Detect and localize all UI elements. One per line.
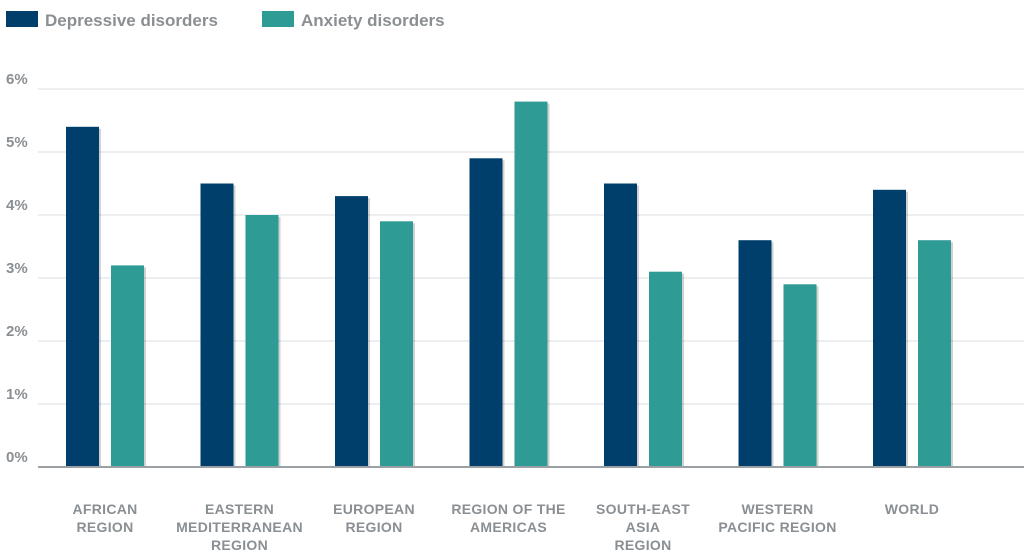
x-category-label: AFRICAN REGION: [72, 501, 137, 535]
bar-depressive: [604, 183, 637, 467]
bar-anxiety: [111, 265, 144, 467]
legend-label-anxiety: Anxiety disorders: [301, 11, 445, 30]
x-category-label: REGION OF THE AMERICAS: [451, 501, 565, 535]
bar-depressive: [469, 158, 503, 468]
bar-depressive: [873, 189, 906, 468]
x-category-label: EUROPEAN REGION: [333, 501, 415, 535]
y-tick-label: 6%: [6, 71, 28, 88]
legend-label-depressive: Depressive disorders: [45, 11, 218, 30]
x-category-label: EASTERN MEDITERRANEAN REGION: [176, 501, 303, 553]
x-category-label: WESTERN PACIFIC REGION: [718, 501, 836, 535]
bar-anxiety: [514, 101, 548, 467]
bar-anxiety: [245, 215, 279, 467]
bar-anxiety: [783, 284, 817, 467]
y-tick-label: 1%: [6, 386, 28, 403]
x-category-label: WORLD: [885, 501, 939, 517]
legend-swatch-anxiety: [262, 11, 294, 27]
legend-swatch-depressive: [6, 11, 38, 27]
bars: [66, 101, 953, 468]
bar-depressive: [738, 240, 772, 467]
y-tick-label: 3%: [6, 260, 28, 277]
bar-depressive: [200, 183, 234, 467]
y-tick-label: 0%: [6, 449, 28, 466]
y-tick-label: 2%: [6, 323, 28, 340]
y-axis-ticks: 0% 1% 2% 3% 4% 5% 6%: [6, 71, 28, 466]
bar-anxiety: [918, 240, 951, 467]
x-axis-labels: AFRICAN REGION EASTERN MEDITERRANEAN REGION E…: [72, 501, 939, 553]
bar-anxiety: [649, 271, 682, 467]
bar-anxiety: [380, 221, 413, 467]
bar-depressive: [335, 196, 368, 467]
y-tick-label: 4%: [6, 197, 28, 214]
y-tick-label: 5%: [6, 134, 28, 151]
bar-depressive: [66, 126, 99, 468]
x-category-label: SOUTH-EAST ASIA REGION: [596, 501, 690, 553]
legend: Depressive disorders Anxiety disorders: [6, 11, 445, 30]
